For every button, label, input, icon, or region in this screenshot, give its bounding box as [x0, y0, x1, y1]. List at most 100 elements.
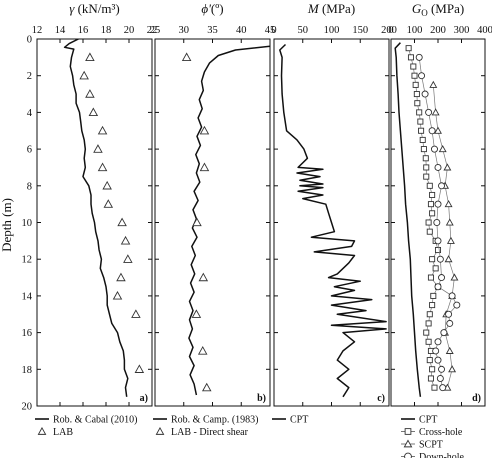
panel-3: 0 50 100 150 200 M (MPa) c) CPT: [271, 1, 397, 426]
data-point-square: [426, 311, 433, 318]
data-point-triangle: [448, 365, 457, 373]
data-group: [279, 43, 387, 398]
legend-label: Rob. & Cabal (2010): [53, 415, 137, 426]
data-point-triangle: [131, 309, 141, 318]
series-line: [63, 39, 129, 397]
data-point-triangle: [97, 125, 108, 135]
data-point-square: [434, 247, 442, 254]
x-tick-label: 150: [352, 25, 368, 36]
x-tick-label: 16: [78, 25, 89, 36]
data-point-square: [410, 63, 417, 70]
data-point-circle: [430, 145, 438, 153]
x-tick-label: 14: [55, 25, 66, 36]
data-point-square: [422, 155, 429, 162]
data-point-triangle: [88, 107, 99, 117]
data-point-square: [413, 91, 420, 98]
y-tick-label: 12: [22, 255, 33, 266]
data-point-triangle: [443, 163, 452, 171]
data-point-circle: [425, 108, 433, 116]
data-point-square: [412, 81, 419, 88]
x-tick-label: 50: [298, 25, 309, 36]
data-point-circle: [433, 219, 441, 226]
data-point-circle: [446, 319, 454, 327]
x-tick-label: 300: [454, 25, 470, 36]
x-axis-title-subscript: O: [421, 8, 428, 18]
data-point-square: [423, 173, 430, 180]
panel-tag: a): [140, 393, 148, 404]
legend-label: Cross-hole: [419, 427, 463, 438]
y-tick-label: 8: [27, 181, 32, 192]
data-point-circle: [434, 237, 442, 245]
y-tick-label: 10: [22, 218, 33, 229]
panel-tag: b): [257, 393, 266, 404]
x-tick-label: 35: [207, 25, 218, 36]
legend-label: Rob. & Camp. (1983): [171, 415, 259, 426]
data-point-triangle: [445, 346, 454, 354]
data-point-triangle: [201, 382, 212, 392]
data-point-square: [407, 54, 414, 61]
data-point-triangle: [93, 144, 103, 153]
panels-group: 12 14 16 18 20 22 0 2 4 6 8 10 12 14 16 18 20 γ (kN/m³) a)…: [22, 1, 492, 458]
data-point-triangle: [438, 144, 447, 153]
x-axis-title-variable: γ: [69, 1, 75, 16]
data-point-square: [425, 338, 432, 345]
data-point-square: [427, 201, 434, 208]
data-point-triangle: [198, 272, 209, 282]
data-point-circle: [434, 200, 442, 208]
data-point-circle: [434, 338, 442, 346]
data-point-triangle: [445, 218, 454, 226]
data-point-circle: [453, 301, 461, 309]
x-tick-label: 12: [32, 25, 43, 36]
data-point-triangle: [446, 236, 455, 244]
legend-label: CPT: [290, 415, 308, 426]
data-group: [181, 45, 270, 396]
data-point-circle: [434, 356, 442, 364]
data-point-square: [423, 164, 430, 171]
data-point-circle: [439, 384, 447, 392]
data-point-circle: [440, 329, 448, 337]
data-point-triangle: [191, 309, 202, 318]
data-group: [394, 42, 461, 397]
data-point-circle: [436, 374, 444, 382]
data-point-square: [405, 45, 412, 52]
data-point-circle: [436, 255, 444, 263]
legend-triangle-swatch: [37, 426, 47, 435]
data-point-triangle: [103, 199, 114, 208]
data-point-square: [414, 100, 421, 107]
x-tick-label: 0: [388, 25, 393, 36]
data-point-triangle: [197, 346, 208, 355]
data-point-square: [418, 127, 425, 134]
data-point-square: [429, 210, 436, 217]
y-tick-label: 6: [27, 145, 32, 156]
data-point-circle: [432, 347, 440, 355]
data-point-triangle: [444, 255, 453, 263]
data-point-circle: [445, 310, 453, 318]
legend-label: LAB - Direct shear: [171, 427, 249, 438]
data-point-square: [416, 109, 423, 116]
data-point-square: [430, 292, 437, 299]
series-line: [279, 43, 387, 398]
x-tick-label: 45: [265, 25, 276, 36]
panel-tag: c): [377, 393, 385, 404]
data-point-triangle: [429, 80, 438, 88]
series-line: [188, 45, 270, 396]
data-point-circle: [448, 292, 456, 300]
data-point-triangle: [199, 162, 210, 172]
x-axis-title-unit: (º): [211, 1, 224, 16]
depth-axis-label: Depth (m): [0, 198, 14, 252]
data-point-triangle: [85, 52, 95, 61]
data-point-square: [425, 219, 432, 226]
x-tick-label: 20: [124, 25, 135, 36]
y-tick-label: 4: [27, 108, 33, 119]
plot-frame: [154, 38, 271, 407]
panel-2: 25 30 35 40 45 ϕ'(º) b) Rob. & Camp. (1983)LAB …: [150, 1, 276, 438]
x-tick-label: 25: [150, 25, 161, 36]
legend-label: Down-hole: [419, 452, 465, 458]
series-line: [394, 42, 422, 397]
legend-triangle-swatch: [403, 439, 413, 448]
data-point-circle: [434, 283, 442, 291]
panel-1: 12 14 16 18 20 22 0 2 4 6 8 10 12 14 16 18 20 γ (kN/m³) a)…: [22, 1, 158, 438]
data-point-triangle: [434, 126, 442, 134]
x-tick-label: 0: [271, 25, 276, 36]
